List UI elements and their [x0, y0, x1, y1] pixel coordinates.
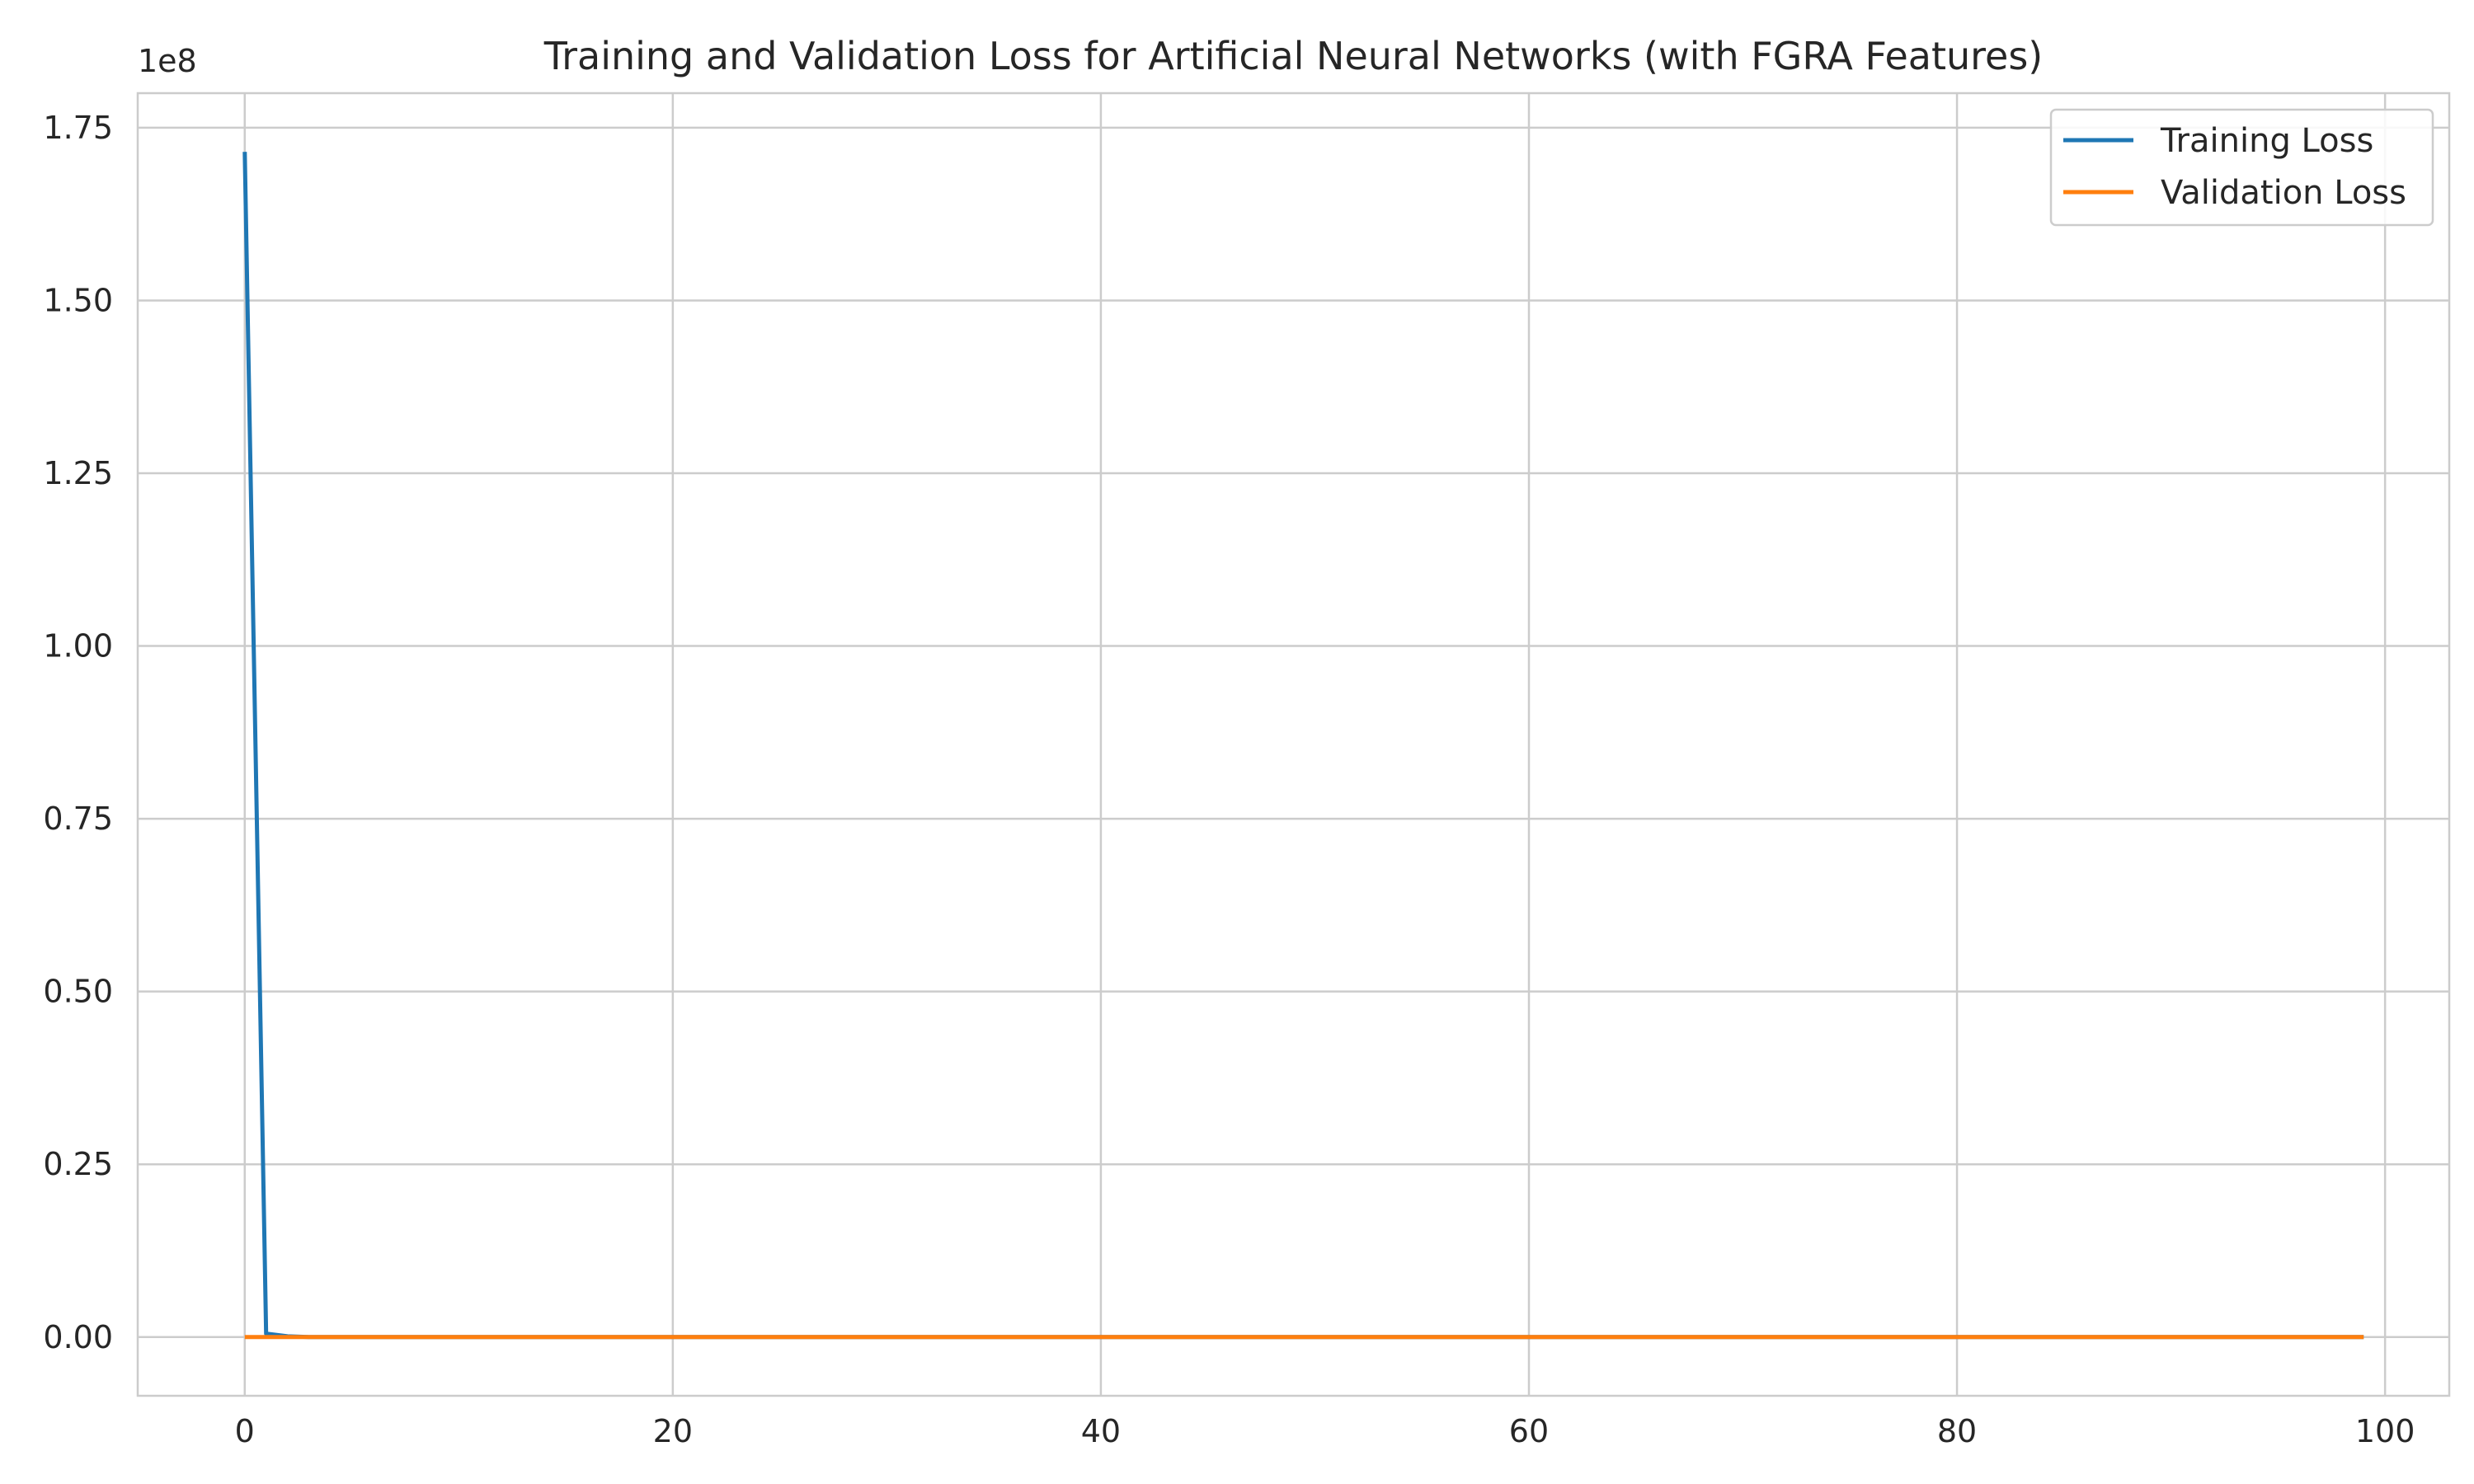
x-tick-label: 80: [1937, 1413, 1977, 1449]
y-tick-label: 1.00: [43, 628, 113, 665]
x-tick-label: 20: [653, 1413, 693, 1449]
x-tick-label: 40: [1081, 1413, 1121, 1449]
y-tick-label: 0.50: [43, 974, 113, 1010]
x-tick-label: 0: [235, 1413, 255, 1449]
chart-title: Training and Validation Loss for Artific…: [543, 34, 2044, 78]
plot-frame: [136, 92, 2451, 1397]
y-tick-label: 0.75: [43, 801, 113, 837]
y-tick-label: 1.25: [43, 455, 113, 491]
x-tick-label: 60: [1509, 1413, 1549, 1449]
x-tick-label: 100: [2355, 1413, 2415, 1449]
legend-box: [2049, 108, 2434, 227]
y-tick-label: 0.25: [43, 1146, 113, 1182]
x-tick-labels: 0 20 40 60 80 100: [235, 1413, 2415, 1449]
y-offset-label: 1e8: [138, 43, 197, 79]
y-tick-label: 0.00: [43, 1319, 113, 1355]
grid: [138, 93, 2449, 1396]
y-tick-label: 1.75: [43, 110, 113, 146]
y-tick-label: 1.50: [43, 282, 113, 318]
legend-label: Training Loss: [2160, 122, 2373, 160]
legend: Training Loss Validation Loss: [2049, 108, 2434, 227]
series-lines: [242, 152, 2364, 1340]
y-tick-labels: 0.00 0.25 0.50 0.75 1.00 1.25 1.50 1.75: [43, 110, 113, 1355]
legend-label: Validation Loss: [2161, 174, 2406, 212]
